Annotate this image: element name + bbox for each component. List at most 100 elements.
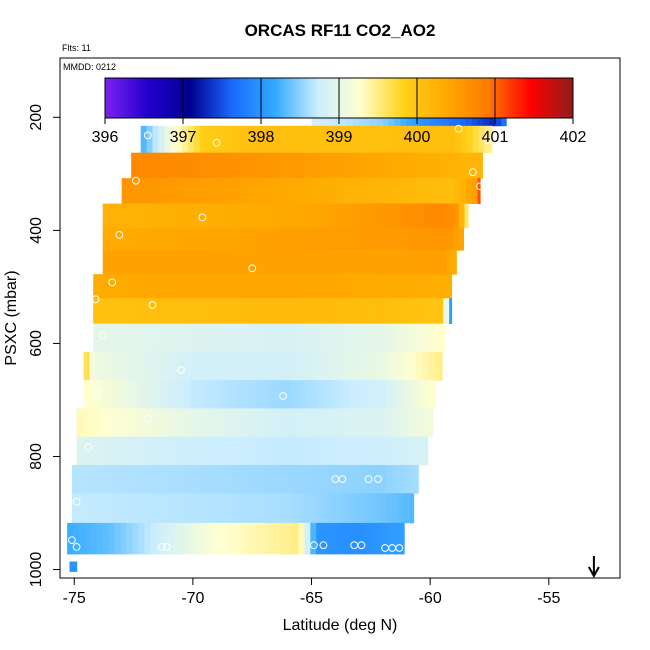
heat-cell bbox=[356, 493, 364, 524]
heat-cell bbox=[340, 227, 347, 251]
heat-cell bbox=[192, 178, 200, 204]
heat-cell bbox=[421, 152, 429, 179]
sample-point bbox=[108, 278, 117, 287]
chart-title: ORCAS RF11 CO2_AO2 bbox=[245, 21, 436, 40]
heat-cell bbox=[262, 227, 270, 251]
heat-cell bbox=[426, 436, 429, 466]
heat-cell bbox=[322, 522, 329, 555]
heat-cell bbox=[167, 203, 175, 228]
heat-cell bbox=[360, 274, 367, 299]
heat-cell bbox=[380, 464, 387, 494]
heat-cell bbox=[267, 493, 275, 524]
heat-cell bbox=[239, 522, 246, 555]
heat-cell bbox=[419, 125, 427, 154]
x-tick-label: -75 bbox=[63, 590, 86, 607]
heat-cell bbox=[147, 408, 155, 438]
heat-cell bbox=[105, 274, 112, 299]
heat-cell bbox=[410, 152, 417, 179]
heat-cell bbox=[369, 203, 377, 228]
heat-cell bbox=[293, 178, 301, 204]
heat-cell bbox=[358, 178, 366, 204]
heat-cell bbox=[102, 203, 110, 228]
heat-cell bbox=[387, 227, 394, 251]
heat-cell bbox=[285, 380, 292, 409]
heat-cell bbox=[144, 203, 151, 228]
heat-cell bbox=[235, 125, 243, 154]
heat-cell bbox=[343, 436, 351, 466]
heat-cell bbox=[223, 323, 231, 353]
heat-cell bbox=[143, 464, 150, 494]
heat-cell bbox=[139, 178, 147, 204]
heat-cell bbox=[451, 152, 459, 179]
heat-cell bbox=[421, 380, 429, 409]
heat-cell bbox=[267, 152, 275, 179]
heat-cell bbox=[265, 274, 272, 299]
heat-cell bbox=[175, 178, 182, 204]
sample-point bbox=[338, 475, 347, 484]
heat-cell bbox=[249, 351, 257, 381]
heat-cell bbox=[344, 464, 352, 494]
heat-cell bbox=[345, 227, 353, 251]
heat-cell bbox=[477, 178, 481, 204]
heat-cell bbox=[185, 522, 193, 555]
heat-cell bbox=[419, 298, 427, 325]
heat-cell bbox=[134, 274, 142, 299]
heat-cell bbox=[173, 203, 181, 228]
heat-cell bbox=[260, 408, 268, 438]
heat-cell bbox=[76, 436, 84, 466]
heat-cell bbox=[137, 464, 144, 494]
heat-cell bbox=[312, 274, 320, 299]
heat-cell bbox=[417, 227, 424, 251]
heat-cell bbox=[345, 522, 353, 555]
heat-cell bbox=[367, 436, 374, 466]
heat-cell bbox=[71, 493, 79, 524]
heat-cell bbox=[239, 250, 246, 275]
heat-cell bbox=[318, 298, 326, 325]
heat-cell bbox=[401, 274, 409, 299]
heat-cell bbox=[330, 125, 338, 154]
heat-cell bbox=[316, 227, 323, 251]
heat-cell bbox=[396, 436, 404, 466]
heat-cell bbox=[197, 522, 205, 555]
heat-cell bbox=[184, 351, 192, 381]
heat-cell bbox=[446, 250, 454, 275]
heat-cell bbox=[399, 522, 405, 555]
heat-cell bbox=[413, 298, 421, 325]
heat-cell bbox=[173, 522, 181, 555]
heat-cell bbox=[361, 436, 368, 466]
heat-cell bbox=[446, 203, 454, 228]
heat-cell bbox=[362, 152, 370, 179]
heat-cell bbox=[381, 203, 389, 228]
heat-cell bbox=[331, 408, 339, 438]
heat-cell bbox=[240, 178, 247, 204]
heat-cell bbox=[137, 152, 144, 179]
heat-cell bbox=[113, 493, 120, 524]
heat-cell bbox=[203, 227, 211, 251]
heat-cell bbox=[114, 522, 122, 555]
heat-cell bbox=[228, 178, 235, 204]
heat-cell bbox=[392, 351, 399, 381]
heat-cell bbox=[413, 323, 421, 353]
heat-cell bbox=[249, 380, 257, 409]
heat-cell bbox=[208, 152, 215, 179]
heat-cell bbox=[178, 152, 186, 179]
heat-cell bbox=[268, 227, 276, 251]
heat-cell bbox=[107, 464, 114, 494]
sample-point bbox=[395, 544, 404, 552]
heat-cell bbox=[277, 274, 284, 299]
heat-cell bbox=[386, 152, 393, 179]
heat-cell bbox=[291, 152, 298, 179]
heat-cell bbox=[177, 408, 184, 438]
heat-cell bbox=[285, 464, 292, 494]
heat-cell bbox=[211, 274, 219, 299]
heat-cell bbox=[128, 323, 136, 353]
heat-cell bbox=[374, 380, 381, 409]
heat-cell bbox=[154, 493, 162, 524]
heat-cell bbox=[217, 323, 225, 353]
heat-cell bbox=[82, 436, 90, 466]
heat-cell bbox=[247, 298, 254, 325]
heat-cell bbox=[283, 298, 290, 325]
heat-cell bbox=[130, 408, 137, 438]
heat-cell bbox=[247, 274, 254, 299]
heat-cell bbox=[344, 351, 352, 381]
